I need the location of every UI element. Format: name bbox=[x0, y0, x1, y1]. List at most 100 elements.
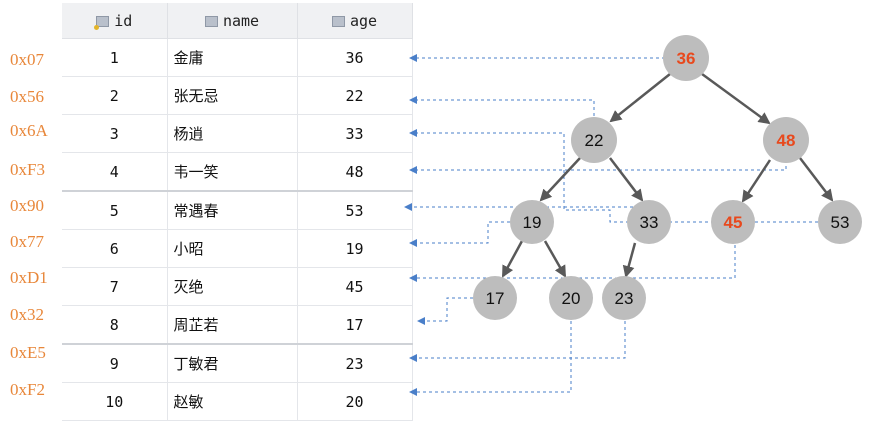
edge-22-19 bbox=[539, 157, 581, 202]
cell-id[interactable]: 4 bbox=[62, 152, 168, 192]
cell-name[interactable]: 丁敏君 bbox=[167, 343, 298, 383]
tree-node[interactable]: 36 bbox=[663, 35, 709, 81]
tree-node[interactable]: 20 bbox=[549, 276, 593, 320]
pointer-line-23 bbox=[409, 321, 626, 362]
table-row[interactable]: 8 周芷若 17 bbox=[62, 305, 413, 345]
cell-name[interactable]: 周芷若 bbox=[167, 305, 298, 345]
row-address: 0xE5 bbox=[10, 343, 46, 362]
cell-name[interactable]: 金庸 bbox=[167, 38, 298, 77]
cell-name[interactable]: 常遇春 bbox=[167, 190, 298, 230]
table-row[interactable]: 5 常遇春 53 bbox=[62, 190, 413, 230]
edge-48-45 bbox=[741, 159, 772, 203]
column-header-name[interactable]: name bbox=[167, 3, 298, 39]
column-icon bbox=[204, 15, 218, 27]
pointer-line-53 bbox=[405, 207, 818, 223]
node-label: 19 bbox=[523, 213, 542, 232]
cell-age[interactable]: 33 bbox=[297, 114, 413, 153]
row-address: 0x56 bbox=[10, 87, 44, 106]
cell-age[interactable]: 53 bbox=[297, 190, 413, 230]
column-header-label: name bbox=[222, 11, 260, 30]
table-row[interactable]: 3 杨逍 33 bbox=[62, 114, 413, 153]
column-icon bbox=[331, 15, 345, 27]
edge-22-33 bbox=[609, 157, 644, 202]
row-address: 0xF3 bbox=[10, 160, 45, 179]
cell-age[interactable]: 45 bbox=[297, 267, 413, 306]
edge-36-22 bbox=[609, 73, 671, 123]
edge-19-20 bbox=[543, 240, 567, 278]
tree-edges bbox=[501, 72, 834, 278]
table-row[interactable]: 1 金庸 36 bbox=[62, 38, 413, 77]
edge-33-23 bbox=[622, 242, 637, 278]
pointer-line-48 bbox=[409, 160, 787, 174]
node-circle bbox=[549, 276, 593, 320]
cell-name[interactable]: 小昭 bbox=[167, 229, 298, 268]
tree-node[interactable]: 17 bbox=[473, 276, 517, 320]
cell-name[interactable]: 杨逍 bbox=[167, 114, 298, 153]
row-address: 0xF2 bbox=[10, 380, 45, 399]
node-circle bbox=[818, 200, 862, 244]
table-row[interactable]: 2 张无忌 22 bbox=[62, 76, 413, 115]
tree-node[interactable]: 45 bbox=[711, 200, 755, 244]
cell-age[interactable]: 48 bbox=[297, 152, 413, 192]
tree-node[interactable]: 33 bbox=[627, 200, 671, 244]
row-address: 0x6A bbox=[10, 121, 48, 140]
column-header-age[interactable]: age bbox=[297, 3, 413, 39]
pointer-line-33 bbox=[409, 129, 629, 223]
node-circle bbox=[711, 200, 755, 244]
tree-nodes: 36 22 48 19 33 45 53 17 20 23 bbox=[473, 35, 862, 320]
pointer-line-19 bbox=[409, 221, 510, 247]
cell-age[interactable]: 22 bbox=[297, 76, 413, 115]
cell-id[interactable]: 9 bbox=[62, 343, 168, 383]
table-header-row: id name age bbox=[62, 3, 413, 39]
tree-node[interactable]: 22 bbox=[571, 117, 617, 163]
cell-name[interactable]: 张无忌 bbox=[167, 76, 298, 115]
node-label: 17 bbox=[486, 289, 505, 308]
node-label: 48 bbox=[777, 131, 796, 150]
cell-age[interactable]: 17 bbox=[297, 305, 413, 345]
column-header-label: id bbox=[114, 11, 133, 30]
node-label: 23 bbox=[615, 289, 634, 308]
column-header-id[interactable]: id bbox=[62, 3, 168, 39]
table-row[interactable]: 9 丁敏君 23 bbox=[62, 343, 413, 383]
node-label: 20 bbox=[562, 289, 581, 308]
column-header-label: age bbox=[349, 11, 378, 30]
cell-id[interactable]: 7 bbox=[62, 267, 168, 306]
tree-node[interactable]: 53 bbox=[818, 200, 862, 244]
table-row[interactable]: 6 小昭 19 bbox=[62, 229, 413, 268]
node-circle bbox=[571, 117, 617, 163]
cell-id[interactable]: 3 bbox=[62, 114, 168, 153]
cell-name[interactable]: 灭绝 bbox=[167, 267, 298, 306]
node-label: 53 bbox=[831, 213, 850, 232]
node-label: 36 bbox=[677, 49, 696, 68]
row-address: 0x77 bbox=[10, 232, 44, 251]
node-label: 33 bbox=[640, 213, 659, 232]
table-row[interactable]: 7 灭绝 45 bbox=[62, 267, 413, 306]
node-label: 45 bbox=[724, 213, 743, 232]
edge-36-48 bbox=[701, 72, 771, 125]
node-circle bbox=[602, 276, 646, 320]
tree-node[interactable]: 48 bbox=[763, 117, 809, 163]
cell-age[interactable]: 36 bbox=[297, 38, 413, 77]
address-column: 0x07 0x56 0x6A 0xF3 0x90 0x77 0xD1 0x32 … bbox=[0, 0, 62, 411]
primary-key-column-icon bbox=[94, 15, 110, 30]
pointer-line-45 bbox=[409, 245, 736, 282]
cell-id[interactable]: 6 bbox=[62, 229, 168, 268]
tree-node[interactable]: 23 bbox=[602, 276, 646, 320]
row-address: 0xD1 bbox=[10, 268, 48, 287]
edge-48-53 bbox=[799, 157, 834, 202]
cell-age[interactable]: 23 bbox=[297, 343, 413, 383]
pointer-line-20 bbox=[409, 321, 572, 396]
cell-id[interactable]: 5 bbox=[62, 190, 168, 230]
pointer-line-17 bbox=[417, 297, 473, 325]
cell-id[interactable]: 1 bbox=[62, 38, 168, 77]
edge-19-17 bbox=[501, 240, 524, 278]
cell-id[interactable]: 8 bbox=[62, 305, 168, 345]
tree-node[interactable]: 19 bbox=[510, 200, 554, 244]
row-address: 0x90 bbox=[10, 196, 44, 215]
table-row[interactable]: 4 韦一笑 48 bbox=[62, 152, 413, 192]
cell-id[interactable]: 2 bbox=[62, 76, 168, 115]
row-address: 0x32 bbox=[10, 305, 44, 324]
cell-age[interactable]: 19 bbox=[297, 229, 413, 268]
index-tree-diagram: 36 22 48 19 33 45 53 17 20 23 bbox=[0, 35, 862, 396]
